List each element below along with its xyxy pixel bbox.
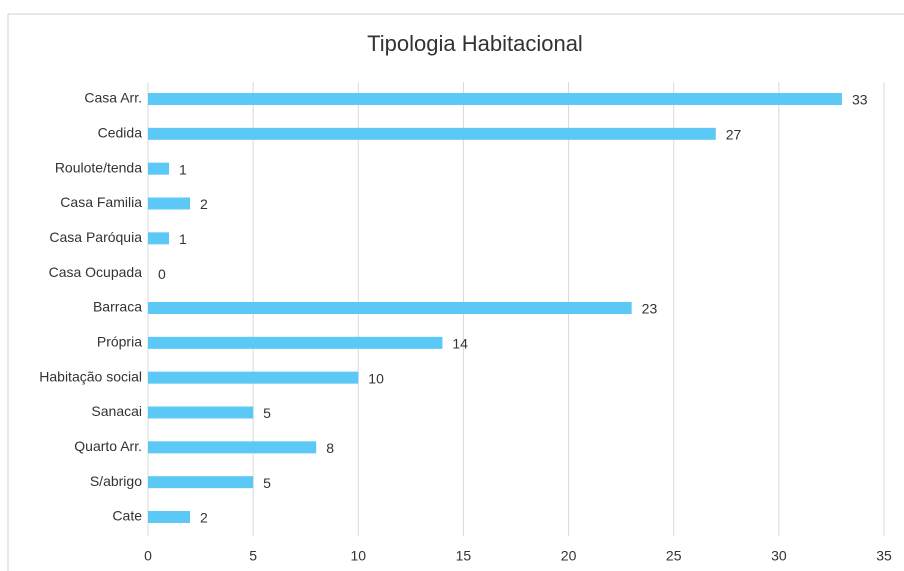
y-tick-label: Própria bbox=[97, 334, 142, 350]
y-tick-label: Sanacai bbox=[91, 403, 142, 419]
bar bbox=[148, 336, 443, 349]
y-tick-label: Barraca bbox=[93, 299, 142, 315]
bar bbox=[148, 476, 254, 489]
bar bbox=[148, 406, 254, 419]
data-label: 0 bbox=[158, 266, 166, 282]
y-tick-label: Quarto Arr. bbox=[74, 438, 142, 454]
y-tick-label: Habitação social bbox=[39, 368, 142, 384]
x-tick-label: 30 bbox=[771, 548, 787, 564]
data-label: 23 bbox=[642, 301, 658, 317]
y-tick-label: Casa Paróquia bbox=[49, 229, 142, 245]
x-tick-label: 25 bbox=[666, 548, 682, 564]
data-label: 2 bbox=[200, 196, 208, 212]
y-tick-label: Casa Arr. bbox=[84, 90, 142, 106]
bar bbox=[148, 232, 170, 245]
bar bbox=[148, 93, 842, 105]
bar bbox=[148, 371, 359, 384]
chart-title: Tipologia Habitacional bbox=[367, 31, 583, 56]
x-tick-label: 20 bbox=[561, 548, 577, 564]
bar bbox=[148, 302, 632, 314]
x-tick-label: 15 bbox=[456, 548, 472, 564]
x-tick-label: 5 bbox=[249, 548, 257, 564]
data-label: 5 bbox=[263, 475, 271, 491]
data-label: 5 bbox=[263, 405, 271, 421]
data-label: 14 bbox=[452, 336, 468, 352]
data-label: 33 bbox=[852, 92, 868, 108]
y-tick-label: S/abrigo bbox=[90, 473, 142, 489]
x-tick-label: 10 bbox=[350, 548, 366, 564]
data-label: 8 bbox=[326, 440, 334, 456]
bar bbox=[148, 197, 191, 210]
bar bbox=[148, 162, 170, 175]
y-tick-label: Roulote/tenda bbox=[55, 159, 142, 175]
y-tick-label: Casa Ocupada bbox=[49, 264, 143, 280]
x-tick-label: 35 bbox=[876, 548, 892, 564]
y-tick-label: Casa Familia bbox=[60, 194, 142, 210]
x-tick-label: 0 bbox=[144, 548, 152, 564]
data-label: 1 bbox=[179, 161, 187, 177]
y-tick-label: Cate bbox=[112, 508, 142, 524]
data-label: 1 bbox=[179, 231, 187, 247]
data-label: 2 bbox=[200, 510, 208, 526]
data-label: 10 bbox=[368, 370, 384, 386]
y-tick-label: Cedida bbox=[98, 125, 143, 141]
data-label: 27 bbox=[726, 127, 742, 143]
bar bbox=[148, 127, 716, 140]
bar bbox=[148, 511, 191, 523]
bar bbox=[148, 441, 317, 454]
